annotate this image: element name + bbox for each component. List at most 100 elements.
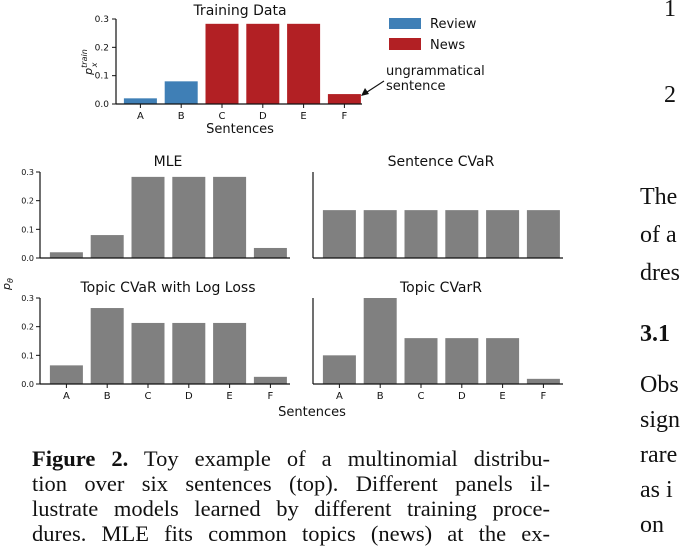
- topic-cvarr-bar-D: [445, 338, 479, 384]
- training-legend: Review News: [389, 17, 477, 53]
- training-title: Training Data: [192, 3, 286, 19]
- caption-line-2: tion over six sentences (top). Different…: [32, 471, 550, 496]
- topic-cvar-log-bar-C: [131, 322, 165, 384]
- sentence-cvar-bar-D: [445, 210, 479, 258]
- figure-caption: Figure 2. Toy example of a multinomial d…: [32, 446, 550, 546]
- topic-cvar-log-bar-D: [172, 322, 206, 384]
- training-y-tick-label: 0.0: [95, 100, 110, 110]
- annotation-line2: sentence: [386, 79, 446, 94]
- mle-bar-D: [172, 176, 206, 258]
- topic-cvarr-bar-C: [404, 338, 438, 384]
- topic-cvar-log-bar-A: [49, 365, 83, 384]
- training-x-tick-label: A: [137, 111, 144, 122]
- sentence-cvar-bar-F: [526, 210, 560, 258]
- training-bars: [123, 23, 361, 104]
- training-x-ticks: A B C D E F: [137, 104, 348, 122]
- legend-review-swatch: [389, 18, 421, 29]
- mle-bar-B: [90, 235, 124, 258]
- topic-cvarr-x-tick-label: B: [377, 391, 384, 402]
- topic-cvar-log-y-tick-label: 0.2: [21, 323, 34, 332]
- mle-bar-C: [131, 176, 165, 258]
- right-col-text1: The: [640, 184, 678, 210]
- sentence-cvar-chart: Sentence CVaR: [312, 154, 563, 259]
- mle-bar-F: [253, 247, 287, 258]
- caption-line-3: lustrate models learned by different tra…: [32, 496, 550, 521]
- right-col-text4: Obs: [640, 372, 679, 398]
- topic-cvar-log-y-tick-label: 0.1: [21, 351, 34, 360]
- right-col-text7: as i: [640, 477, 673, 503]
- topic-cvarr-bar-B: [363, 298, 397, 384]
- training-x-tick-label: F: [342, 111, 348, 122]
- lower-y-axis-label: pθ: [0, 278, 15, 291]
- topic-cvarr-x-tick-label: D: [458, 391, 466, 402]
- topic-cvar-log-bar-F: [253, 376, 287, 384]
- mle-y-tick-label: 0.0: [21, 254, 34, 263]
- right-col-text3: dres: [640, 260, 680, 286]
- right-col-text6: rare: [640, 442, 678, 468]
- right-col-text8: on: [640, 512, 664, 538]
- mle-bar-A: [49, 252, 83, 258]
- topic-cvar-log-bar-B: [90, 308, 124, 384]
- topic-cvarr-bar-F: [526, 378, 560, 384]
- topic-cvarr-x-tick-label: E: [499, 391, 505, 402]
- training-bar-A: [123, 98, 157, 104]
- training-x-tick-label: C: [219, 111, 226, 122]
- topic-cvarr-bar-A: [322, 355, 356, 384]
- mle-y-tick-label: 0.2: [21, 197, 34, 206]
- right-col-text2: of a: [640, 222, 677, 248]
- training-y-ticks: 0.0 0.1 0.2 0.3: [95, 15, 116, 110]
- topic-cvar-log-x-tick-label: D: [185, 391, 193, 402]
- mle-title: MLE: [154, 154, 183, 170]
- training-bar-B: [164, 81, 198, 104]
- lower-x-axis-label: Sentences: [278, 405, 346, 420]
- right-col-heading: 3.1: [640, 321, 670, 347]
- topic-cvar-log-x-tick-label: B: [104, 391, 111, 402]
- caption-line-1: Figure 2. Toy example of a multinomial d…: [32, 446, 550, 471]
- training-y-tick-label: 0.1: [95, 72, 109, 82]
- caption-line-4: dures. MLE fits common topics (news) at …: [32, 521, 550, 546]
- training-y-tick-label: 0.2: [95, 43, 109, 53]
- legend-news-swatch: [389, 38, 421, 50]
- right-col-text5: sign: [640, 407, 681, 433]
- training-bar-F: [327, 94, 361, 104]
- sentence-cvar-bar-B: [363, 210, 397, 258]
- topic-cvarr-x-tick-label: F: [541, 391, 547, 402]
- topic-cvarr-title: Topic CVarR: [399, 280, 482, 296]
- topic-cvar-log-title: Topic CVaR with Log Loss: [80, 280, 256, 296]
- annotation-line1: ungrammatical: [386, 64, 485, 79]
- training-bar-D: [246, 23, 280, 104]
- training-x-axis-label: Sentences: [206, 122, 274, 137]
- topic-cvarr-x-tick-label: C: [418, 391, 425, 402]
- annotation-arrowhead: [361, 88, 369, 96]
- figure-2-charts: Training Data ptrainx 0.0 0.1 0.2 0.3 A B C D E…: [0, 3, 563, 420]
- training-x-tick-label: E: [300, 111, 306, 122]
- topic-cvarr-x-tick-label: A: [336, 391, 343, 402]
- legend-news-label: News: [430, 38, 465, 53]
- topic-cvarr-bar-E: [486, 338, 520, 384]
- legend-review-label: Review: [430, 17, 477, 32]
- training-y-axis-label: ptrainx: [80, 49, 99, 76]
- topic-cvar-log-y-tick-label: 0.0: [21, 380, 34, 389]
- sentence-cvar-bar-E: [486, 210, 520, 258]
- training-bar-C: [205, 23, 239, 104]
- sentence-cvar-bar-C: [404, 210, 438, 258]
- topic-cvar-log-chart: Topic CVaR with Log Loss A B C D E F 0.0 0.1 0.2 0…: [21, 280, 290, 402]
- topic-cvar-log-x-tick-label: A: [63, 391, 70, 402]
- topic-cvar-log-x-tick-label: F: [268, 391, 274, 402]
- caption-line-1-text: Toy example of a multinomial distribu-: [143, 446, 551, 471]
- training-y-tick-label: 0.3: [95, 15, 109, 25]
- topic-cvar-log-bar-E: [213, 322, 247, 384]
- topic-cvar-log-y-tick-label: 0.3: [21, 294, 34, 303]
- mle-chart: MLE 0.0 0.1 0.2 0.3: [21, 154, 290, 263]
- mle-y-tick-label: 0.1: [21, 225, 34, 234]
- right-col-num2: 2: [664, 82, 676, 108]
- training-chart: Training Data ptrainx 0.0 0.1 0.2 0.3 A B C D E…: [80, 3, 485, 137]
- topic-cvarr-chart: Topic CVarR A B C D E F: [312, 280, 563, 402]
- right-col-num1: 1: [664, 0, 676, 22]
- training-x-tick-label: D: [259, 111, 267, 122]
- topic-cvar-log-x-tick-label: E: [226, 391, 232, 402]
- mle-y-tick-label: 0.3: [21, 168, 34, 177]
- sentence-cvar-bar-A: [322, 210, 356, 258]
- training-x-tick-label: B: [178, 111, 185, 122]
- training-bar-E: [287, 23, 321, 104]
